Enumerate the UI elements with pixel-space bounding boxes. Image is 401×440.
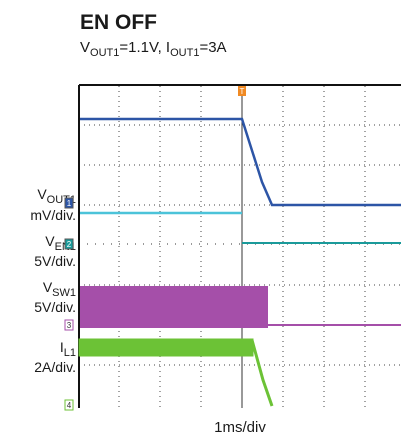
channel-marker: 4 (67, 401, 72, 410)
subtitle-part: OUT1 (90, 47, 119, 59)
channel-marker: 2 (67, 240, 72, 249)
title: EN OFF (80, 11, 157, 34)
channel-scale: mV/div. (30, 207, 76, 223)
channel-scale: 5V/div. (34, 253, 76, 269)
subtitle-part: V (80, 39, 90, 56)
channel-subscript: L1 (64, 347, 76, 359)
subtitle: VOUT1=1.1V, IOUT1=3A (80, 39, 227, 59)
trace-vout (80, 117, 401, 207)
subtitle-part: =3A (199, 39, 226, 56)
channel-symbol: V (45, 233, 55, 249)
channel-marker-box (64, 319, 74, 331)
channel-scale: 2A/div. (34, 359, 76, 375)
channel-marker: 3 (67, 321, 72, 330)
channel-labels: VOUT1mV/div.1VEN15V/div.2VSW15V/div.3IL1… (30, 186, 76, 411)
trace-vsw (80, 286, 268, 328)
channel-name: VSW1 (43, 279, 76, 299)
trigger-marker (238, 86, 246, 96)
channel-name: IL1 (60, 339, 76, 359)
subtitle-part: OUT1 (170, 47, 199, 59)
screen-bg (78, 85, 401, 408)
channel-scale: 5V/div. (34, 299, 76, 315)
channel-marker: 1 (67, 199, 72, 208)
subtitle-part: =1.1V, I (119, 39, 170, 56)
trigger-label: T (240, 87, 245, 96)
trace-il (78, 338, 274, 407)
channel-symbol: I (60, 339, 64, 355)
channel-symbol: V (37, 186, 47, 202)
scope-screen: T (78, 84, 401, 408)
channel-symbol: V (43, 279, 53, 295)
channel-marker-box (64, 399, 74, 411)
channel-subscript: SW1 (52, 287, 76, 299)
timebase: 1ms/div (214, 419, 266, 436)
channel-marker-box (64, 238, 74, 250)
channel-marker-box (64, 197, 74, 209)
grid (79, 86, 401, 408)
